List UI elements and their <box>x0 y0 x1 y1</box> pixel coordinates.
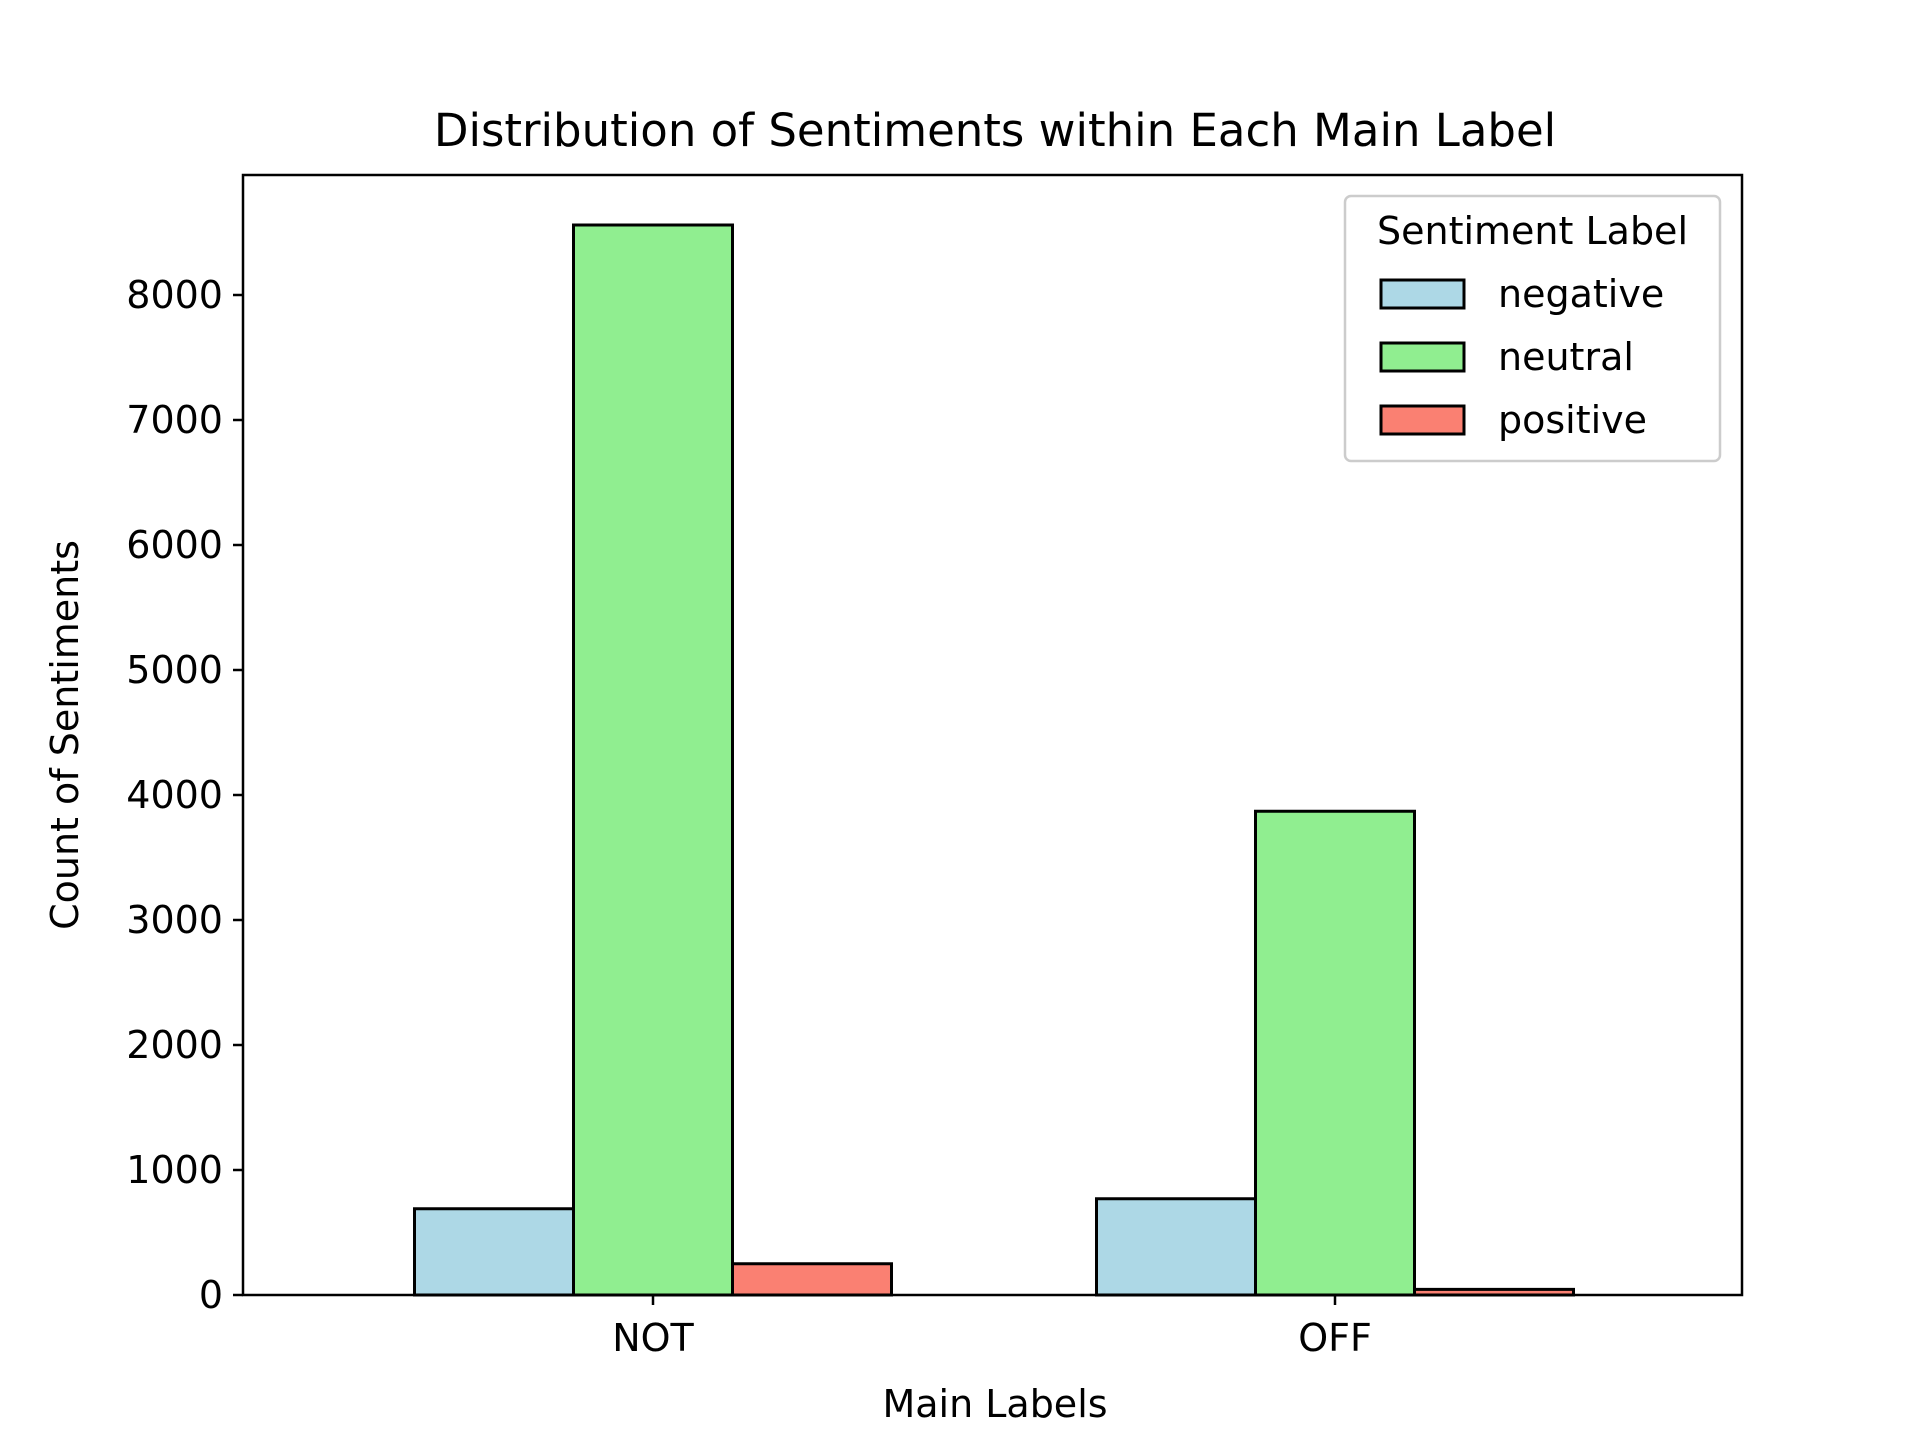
y-tick-label: 6000 <box>126 523 223 567</box>
legend-label-negative: negative <box>1498 272 1664 316</box>
legend-swatch-positive <box>1379 404 1466 436</box>
y-tick-label: 5000 <box>126 648 223 692</box>
y-tick-label: 7000 <box>126 398 223 442</box>
y-tick-label: 0 <box>199 1273 223 1317</box>
legend-swatch-neutral <box>1379 341 1466 373</box>
axes-frame <box>241 173 1744 1297</box>
y-tick-label: 8000 <box>126 273 223 317</box>
legend-title: Sentiment Label <box>1377 209 1688 253</box>
legend-label-positive: positive <box>1498 398 1647 442</box>
bar-neutral-off <box>1254 809 1416 1297</box>
chart-title: Distribution of Sentiments within Each M… <box>434 104 1556 157</box>
bar-positive-not <box>731 1262 893 1297</box>
bar-negative-off <box>1095 1197 1257 1297</box>
legend-box <box>1343 194 1722 463</box>
x-axis-label: Main Labels <box>882 1382 1107 1426</box>
x-tick-label-not: NOT <box>612 1316 694 1360</box>
y-tick-label: 2000 <box>126 1023 223 1067</box>
legend-label-neutral: neutral <box>1498 335 1634 379</box>
y-tick-label: 1000 <box>126 1148 223 1192</box>
plot-area: 0 1000 2000 3000 4000 5000 6000 7000 8000 NOT OFF <box>126 173 1744 1360</box>
y-axis-label: Count of Sentiments <box>43 540 87 930</box>
bar-negative-not <box>413 1207 575 1297</box>
legend: Sentiment Label negative neutral positive <box>1343 194 1722 463</box>
legend-swatch-negative <box>1379 278 1466 310</box>
y-tick-label: 3000 <box>126 898 223 942</box>
bar-neutral-not <box>572 223 734 1297</box>
x-tick-label-off: OFF <box>1298 1316 1372 1360</box>
y-tick-label: 4000 <box>126 773 223 817</box>
